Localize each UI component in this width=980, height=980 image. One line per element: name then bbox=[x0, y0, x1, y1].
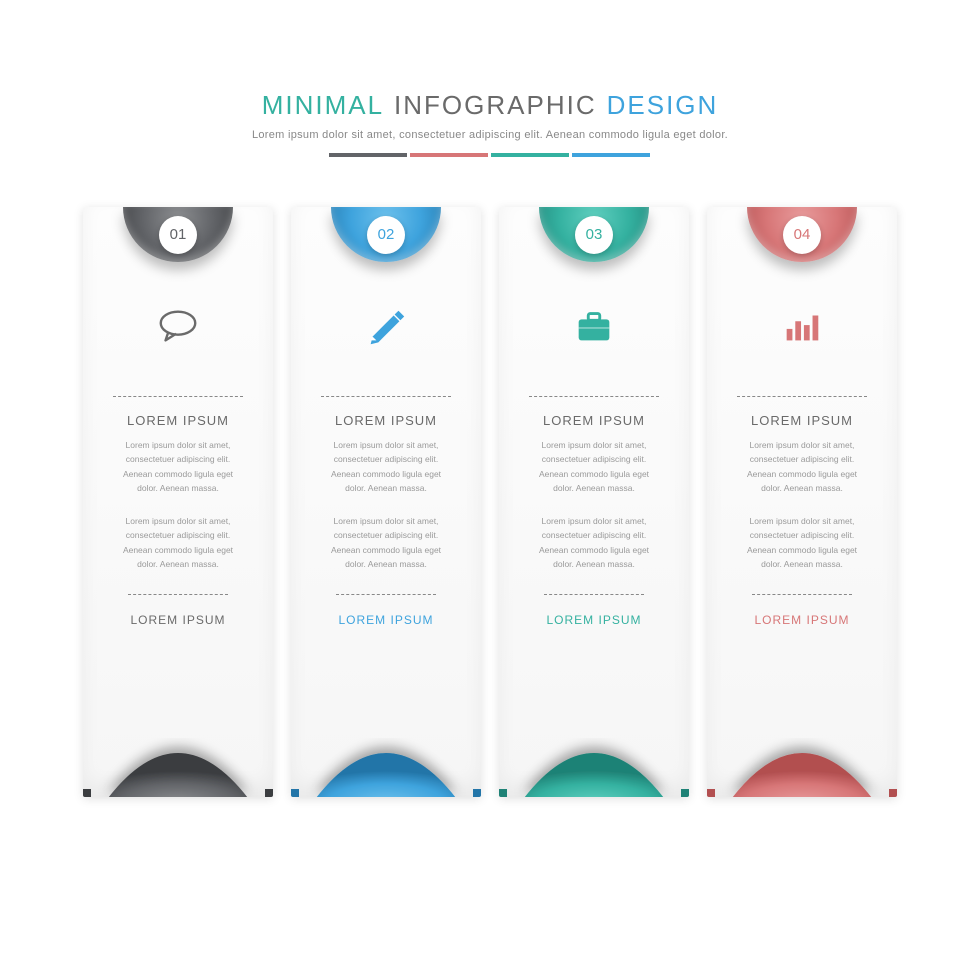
card-tab: 02 bbox=[331, 207, 441, 262]
card-tab: 03 bbox=[539, 207, 649, 262]
infographic-header: MINIMAL INFOGRAPHIC DESIGN Lorem ipsum d… bbox=[252, 90, 728, 157]
title-part-1: MINIMAL bbox=[262, 90, 384, 121]
card-icon-zone bbox=[291, 262, 481, 392]
card-tab: 01 bbox=[123, 207, 233, 262]
card-2: 02 LOREM IPSUM Lorem ipsum dolor sit ame… bbox=[291, 207, 481, 797]
infographic-title: MINIMAL INFOGRAPHIC DESIGN bbox=[252, 90, 728, 121]
card-1: 01 LOREM IPSUM Lorem ipsum dolor sit ame… bbox=[83, 207, 273, 797]
bottom-curve bbox=[722, 738, 882, 797]
dashed-divider bbox=[529, 396, 659, 397]
card-body-2: Lorem ipsum dolor sit amet, consectetuer… bbox=[725, 514, 879, 572]
dashed-divider-2 bbox=[752, 594, 852, 595]
pencil-icon bbox=[363, 304, 409, 350]
card-body-1: Lorem ipsum dolor sit amet, consectetuer… bbox=[309, 438, 463, 496]
corner-left bbox=[707, 789, 715, 797]
card-icon-zone bbox=[499, 262, 689, 392]
card-body-1: Lorem ipsum dolor sit amet, consectetuer… bbox=[517, 438, 671, 496]
card-3: 03 LOREM IPSUM Lorem ipsum dolor sit ame… bbox=[499, 207, 689, 797]
infographic-subtitle: Lorem ipsum dolor sit amet, consectetuer… bbox=[252, 129, 728, 141]
card-4: 04 LOREM IPSUM Lorem ipsum dolor sit ame… bbox=[707, 207, 897, 797]
number-badge: 04 bbox=[783, 216, 821, 254]
bar-seg-4 bbox=[572, 153, 650, 157]
card-icon-zone bbox=[83, 262, 273, 392]
dashed-divider-2 bbox=[544, 594, 644, 595]
title-part-3: DESIGN bbox=[607, 90, 719, 121]
corner-right bbox=[473, 789, 481, 797]
card-tab: 04 bbox=[747, 207, 857, 262]
corner-left bbox=[291, 789, 299, 797]
cards-row: 01 LOREM IPSUM Lorem ipsum dolor sit ame… bbox=[83, 207, 897, 797]
dashed-divider-2 bbox=[128, 594, 228, 595]
briefcase-icon bbox=[571, 304, 617, 350]
card-bottom-label: LOREM IPSUM bbox=[546, 613, 641, 627]
corner-right bbox=[681, 789, 689, 797]
card-bottom-label: LOREM IPSUM bbox=[338, 613, 433, 627]
accent-bar bbox=[252, 153, 728, 157]
card-body-1: Lorem ipsum dolor sit amet, consectetuer… bbox=[101, 438, 255, 496]
card-bottom-label: LOREM IPSUM bbox=[754, 613, 849, 627]
card-body-2: Lorem ipsum dolor sit amet, consectetuer… bbox=[517, 514, 671, 572]
title-part-2: INFOGRAPHIC bbox=[394, 90, 597, 121]
bar-seg-3 bbox=[491, 153, 569, 157]
card-bottom-label: LOREM IPSUM bbox=[130, 613, 225, 627]
bottom-curve bbox=[306, 738, 466, 797]
card-title: LOREM IPSUM bbox=[543, 413, 645, 428]
bottom-curve bbox=[98, 738, 258, 797]
card-icon-zone bbox=[707, 262, 897, 392]
bar-seg-2 bbox=[410, 153, 488, 157]
number-badge: 01 bbox=[159, 216, 197, 254]
dashed-divider bbox=[737, 396, 867, 397]
corner-left bbox=[83, 789, 91, 797]
bar-chart-icon bbox=[779, 304, 825, 350]
card-body-1: Lorem ipsum dolor sit amet, consectetuer… bbox=[725, 438, 879, 496]
number-badge: 02 bbox=[367, 216, 405, 254]
bottom-curve bbox=[514, 738, 674, 797]
dashed-divider bbox=[321, 396, 451, 397]
card-title: LOREM IPSUM bbox=[335, 413, 437, 428]
bar-seg-1 bbox=[329, 153, 407, 157]
corner-right bbox=[889, 789, 897, 797]
corner-left bbox=[499, 789, 507, 797]
card-title: LOREM IPSUM bbox=[127, 413, 229, 428]
speech-bubble-icon bbox=[155, 304, 201, 350]
dashed-divider bbox=[113, 396, 243, 397]
card-body-2: Lorem ipsum dolor sit amet, consectetuer… bbox=[309, 514, 463, 572]
card-body-2: Lorem ipsum dolor sit amet, consectetuer… bbox=[101, 514, 255, 572]
dashed-divider-2 bbox=[336, 594, 436, 595]
card-title: LOREM IPSUM bbox=[751, 413, 853, 428]
number-badge: 03 bbox=[575, 216, 613, 254]
corner-right bbox=[265, 789, 273, 797]
